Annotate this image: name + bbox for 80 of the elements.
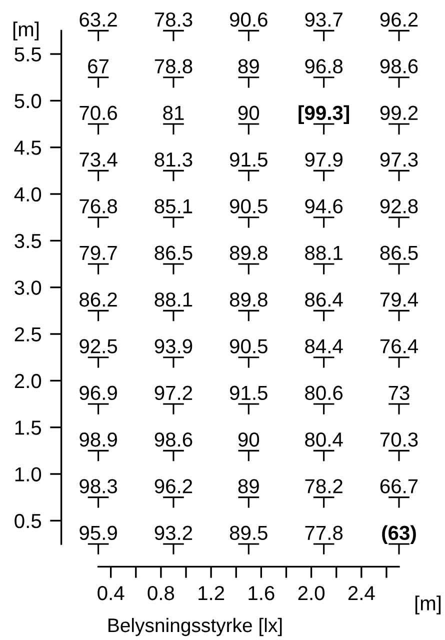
annotation: 78.2	[305, 479, 342, 494]
annotation: 73	[388, 386, 410, 400]
annotation: 96.9	[80, 386, 117, 400]
annotation: 89.8	[230, 246, 268, 260]
annotation: 84.4	[305, 339, 343, 354]
annotation: 63.2	[80, 12, 117, 27]
annotation: 80.6	[305, 386, 343, 400]
annotation: 89.8	[230, 292, 268, 307]
annotation: 90	[238, 106, 260, 120]
y-tick-label: 0.5	[14, 514, 42, 528]
annotation: 96.2	[154, 479, 192, 494]
annotation: 78.8	[154, 59, 192, 74]
annotation: 95.9	[80, 526, 117, 540]
annotation: 98.3	[80, 479, 118, 494]
text: Belysningsstyrke [lx]	[108, 618, 282, 636]
annotation: 91.5	[230, 386, 268, 400]
y-tick-label: 3.0	[14, 280, 42, 295]
annotation: 97.3	[380, 152, 418, 167]
annotation: 81.3	[154, 152, 192, 167]
x-tick-label: 1.2	[198, 586, 224, 600]
annotation: 81	[163, 106, 184, 120]
annotation: 79.4	[380, 292, 418, 307]
annotation: 93.9	[154, 339, 192, 354]
y-tick-label: 5.0	[14, 94, 42, 108]
y-tick-label: 2.5	[14, 327, 42, 342]
annotation: [99.3]	[298, 105, 349, 124]
annotation: (63)	[382, 525, 416, 544]
annotation: 97.2	[154, 386, 192, 400]
y-tick-label: 4.5	[14, 140, 42, 155]
annotation: 70.6	[80, 106, 118, 120]
annotation: 98.6	[380, 59, 418, 74]
y-axis-title: [m]	[13, 22, 39, 40]
annotation: 77.8	[305, 526, 343, 540]
annotation: 78.3	[154, 12, 192, 27]
annotation: 98.9	[80, 432, 117, 447]
annotation: 92.8	[380, 199, 418, 214]
x-tick-label: 2.4	[348, 586, 375, 600]
annotation: 89.5	[230, 526, 268, 540]
y-tick-label: 5.5	[14, 47, 42, 62]
annotation: 67	[88, 59, 108, 74]
annotation: 80.4	[305, 432, 343, 447]
annotation: 97.9	[305, 152, 342, 167]
annotation: 96.2	[380, 12, 418, 27]
annotation: 70.3	[380, 432, 418, 447]
y-tick-label: 1.5	[15, 420, 42, 435]
annotation: 79.7	[80, 246, 117, 260]
annotation: 76.8	[80, 199, 118, 214]
annotation: 89	[238, 479, 259, 494]
annotation: 91.5	[230, 152, 268, 167]
annotation: 89	[238, 59, 259, 74]
annotation: 86.4	[305, 292, 343, 307]
annotation: 94.6	[305, 199, 343, 214]
annotation: 66.7	[380, 479, 418, 494]
annotation: 90.6	[230, 12, 268, 27]
annotation: 90.5	[230, 199, 268, 214]
annotation: 93.7	[305, 12, 342, 27]
annotation: 90	[238, 432, 260, 447]
x-tick-label: 0.4	[98, 586, 124, 600]
x-tick-label: 2.0	[298, 586, 325, 600]
annotation: 92.5	[80, 339, 118, 354]
annotation: 76.4	[380, 339, 418, 354]
y-tick-label: 2.0	[14, 374, 42, 388]
annotation: 93.2	[154, 526, 192, 540]
annotation: 99.2	[380, 106, 418, 120]
x-tick-label: 1.6	[248, 586, 274, 600]
annotation: 90.5	[230, 339, 268, 354]
annotation: 73.4	[80, 152, 118, 167]
annotation: 88.1	[305, 246, 342, 260]
y-tick-label: 1.0	[15, 467, 42, 482]
annotation: 86.2	[80, 292, 117, 307]
x-axis-title: [m]	[415, 596, 441, 614]
annotation: 86.5	[380, 246, 418, 260]
annotation: 98.6	[154, 432, 192, 447]
annotation: 96.8	[305, 59, 343, 74]
y-tick-label: 4.0	[14, 187, 42, 202]
annotation: 86.5	[154, 246, 192, 260]
y-tick-label: 3.5	[14, 234, 42, 248]
annotation: 88.1	[154, 292, 192, 307]
annotation: 85.1	[154, 199, 192, 214]
x-tick-label: 0.8	[148, 586, 174, 600]
